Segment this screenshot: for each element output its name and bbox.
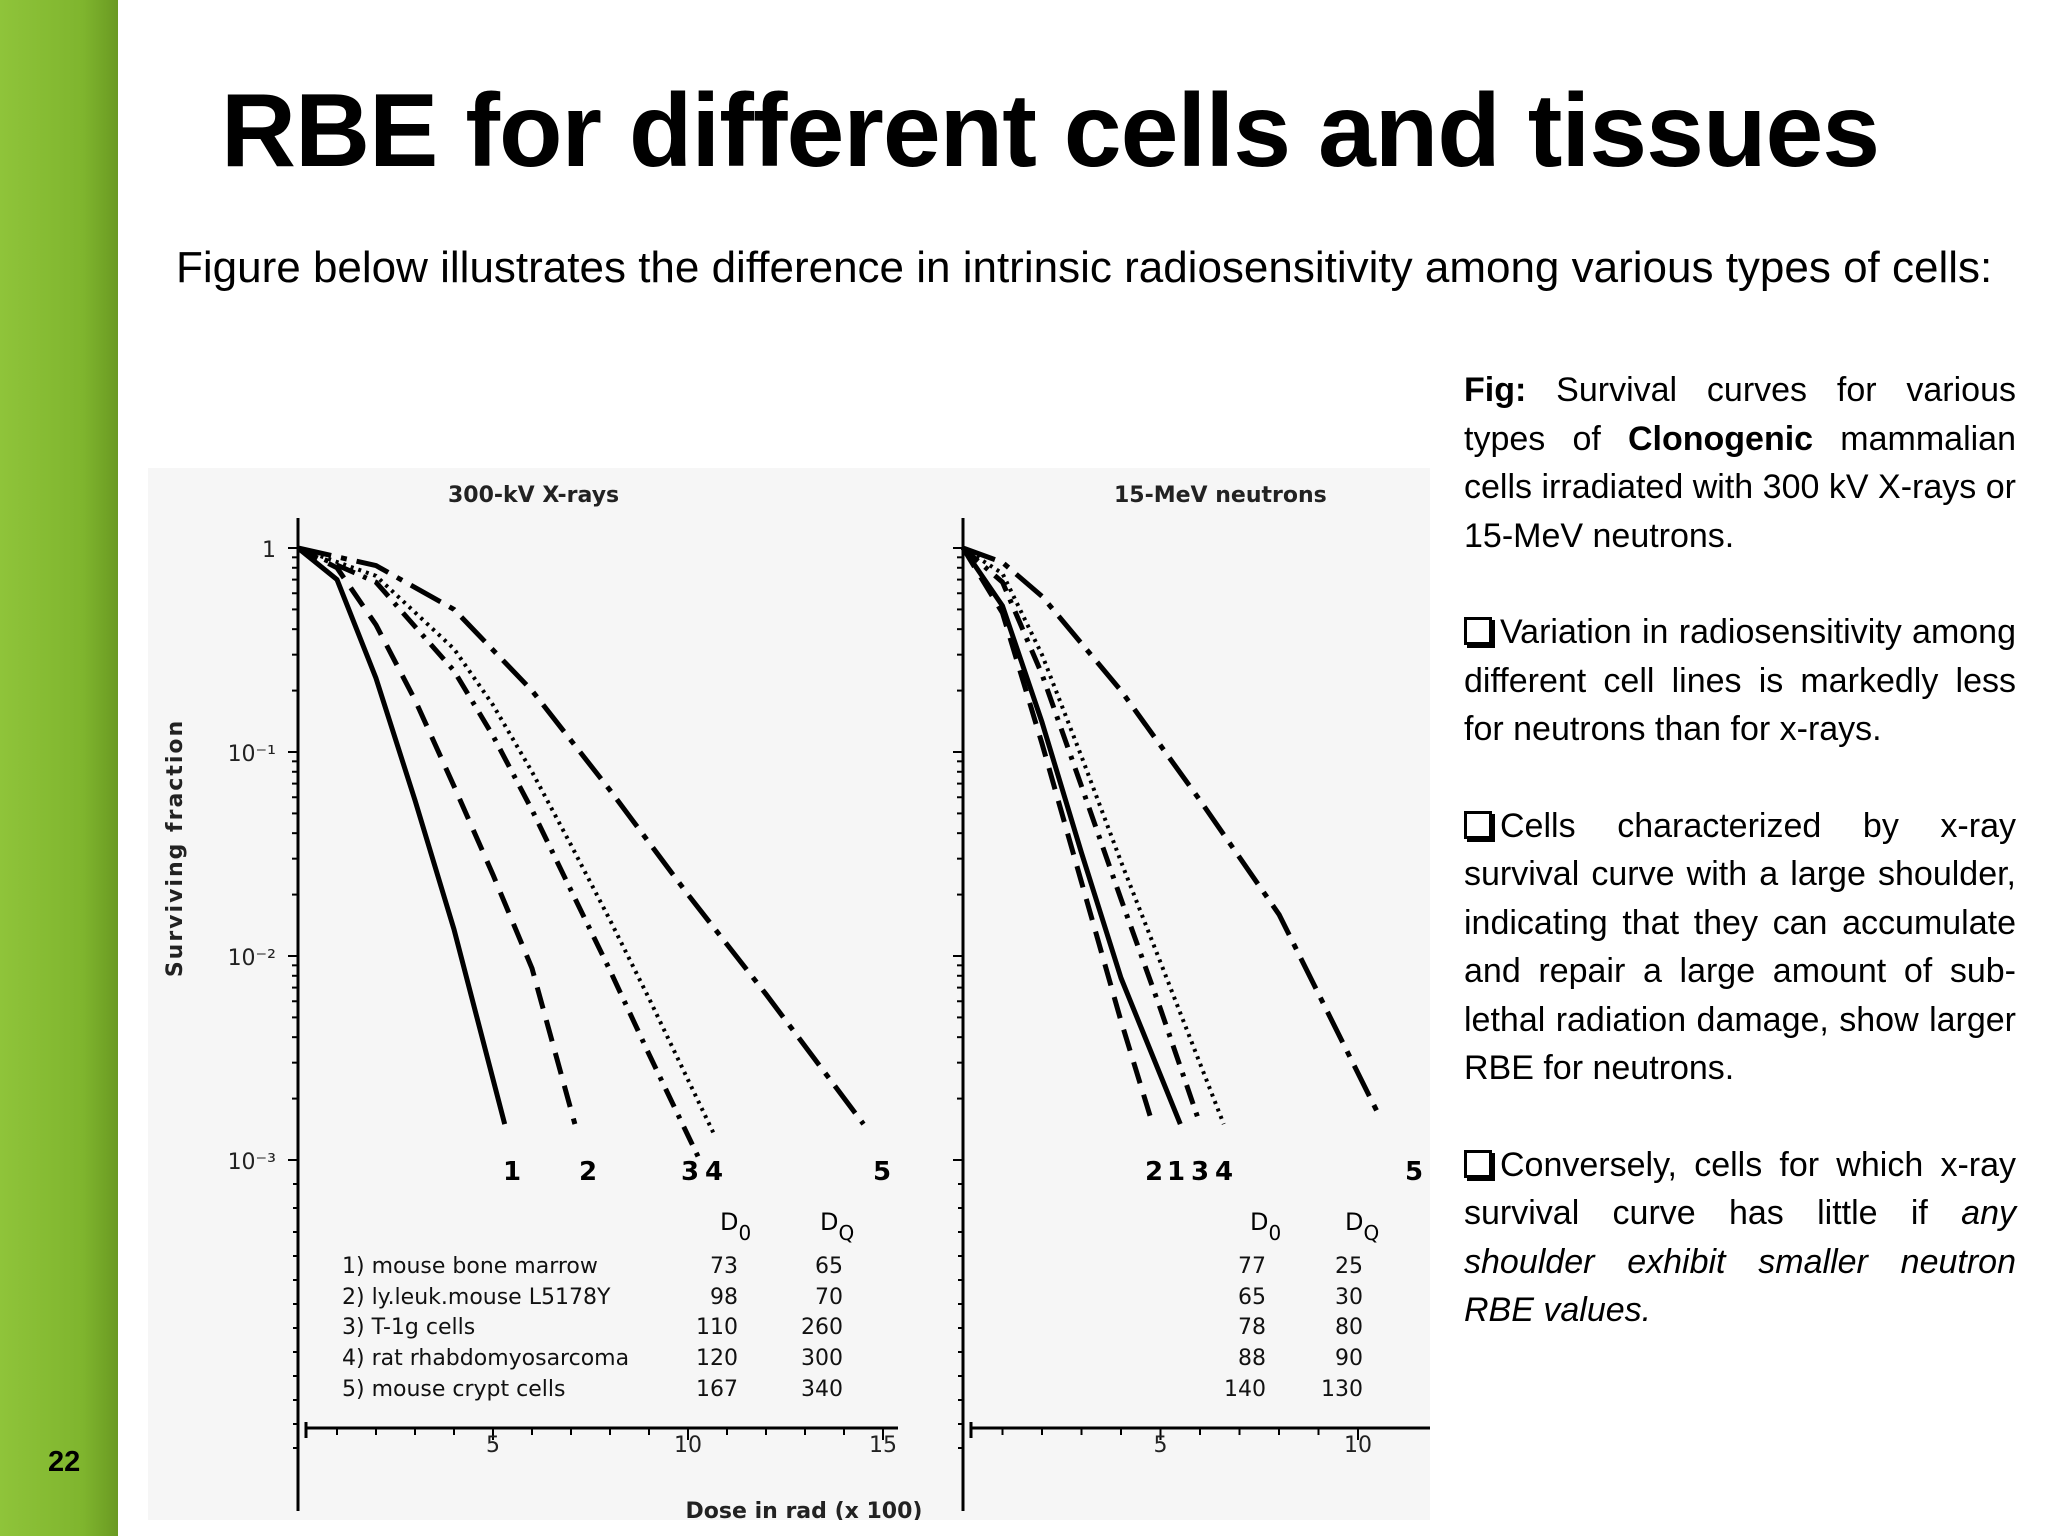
legend-entry: 5) mouse crypt cells [342,1377,565,1402]
legend-header-dq: DQ [1345,1208,1379,1245]
x-tick-label: 15 [869,1433,897,1458]
survival-curve-1 [296,546,508,1125]
figure-caption: Fig: Survival curves for various types o… [1464,366,2016,560]
caption-text-2: mammalian cells irradiated with 300 kV X… [1464,419,2016,555]
legend-d0-value: 140 [1224,1377,1266,1402]
legend-dq-value: 30 [1335,1285,1363,1310]
legend-entry: 2) ly.leuk.mouse L5178Y [342,1285,611,1310]
curve-label: 3 [1191,1157,1209,1187]
legend-dq-value: 300 [801,1346,843,1371]
survival-curve-4 [961,546,1226,1125]
y-tick-label: 10⁻¹ [228,742,276,767]
legend-dq-value: 80 [1335,1315,1363,1340]
legend-dq-value: 130 [1321,1377,1363,1402]
legend-entry: 1) mouse bone marrow [342,1254,598,1279]
curve-label: 5 [873,1157,891,1187]
survival-curve-3 [296,545,702,1162]
x-tick-label: 10 [674,1433,702,1458]
slide-number: 22 [48,1446,81,1478]
chart-title: 15-MeV neutrons [1114,483,1327,508]
legend-d0-value: 88 [1238,1346,1266,1371]
legend-d0-value: 167 [696,1377,738,1402]
survival-curve-2 [960,546,1155,1125]
x-axis-label: Dose in rad (x 100) [686,1499,923,1520]
bullet-1-text: Variation in radiosensitivity among diff… [1464,613,2016,748]
legend-d0-value: 120 [696,1346,738,1371]
legend-header-d0: D0 [720,1208,751,1245]
legend-dq-value: 340 [801,1377,843,1402]
legend-entry: 4) rat rhabdomyosarcoma [342,1346,629,1371]
legend-d0-value: 73 [710,1254,738,1279]
legend-dq-value: 90 [1335,1346,1363,1371]
curve-label: 5 [1405,1157,1423,1187]
bullet-3-italic: any shoulder exhibit smaller neutron RBE… [1464,1194,2016,1329]
bullet-3-text: Conversely, cells for which x-ray surviv… [1464,1145,2016,1233]
caption-text-1: Survival curves for various types of [1464,371,2017,458]
curve-label: 3 [681,1157,699,1187]
checkbox-bullet-icon [1464,1149,1492,1178]
survival-curve-5 [962,545,1381,1115]
legend-d0-value: 110 [696,1315,738,1340]
legend-d0-value: 98 [710,1285,738,1310]
legend-dq-value: 65 [815,1254,843,1279]
checkbox-bullet-icon [1464,617,1492,645]
curve-label: 2 [1145,1157,1163,1187]
legend-d0-value: 65 [1238,1285,1266,1310]
legend-entry: 3) T-1g cells [342,1315,475,1340]
y-tick-label: 10⁻³ [228,1150,276,1175]
y-tick-label: 10⁻² [228,946,276,971]
checkbox-bullet-icon [1464,810,1492,839]
green-sidebar [0,0,118,1536]
curve-label: 4 [1215,1157,1233,1187]
slide-title: RBE for different cells and tissues [220,73,1880,189]
curve-label: 2 [579,1157,597,1187]
survival-curve-3 [961,546,1203,1125]
y-axis-label: Surviving fraction [163,719,188,977]
survival-curve-5 [297,545,866,1126]
y-tick-label: 1 [262,538,276,563]
curve-label: 1 [1167,1157,1185,1187]
survival-curve-1 [960,546,1183,1126]
fig-label: Fig: [1464,371,1527,409]
legend-dq-value: 260 [801,1315,843,1340]
legend-header-dq: DQ [820,1208,854,1245]
bullet-3: Conversely, cells for which x-ray surviv… [1464,1141,2016,1335]
survival-curves-chart: 300-kV X-rays 1 10⁻¹ 10⁻² 10⁻³ Surviving frac… [163,483,1430,1524]
legend-dq-value: 25 [1335,1254,1363,1279]
survival-curves-figure: 300-kV X-rays 1 10⁻¹ 10⁻² 10⁻³ Surviving frac… [148,468,1430,1524]
intro-text: Figure below illustrates the difference … [176,243,1993,292]
legend-dq-value: 70 [815,1285,843,1310]
caption-bold-word: Clonogenic [1627,419,1814,458]
x-tick-label: 5 [1154,1433,1168,1458]
x-tick-label: 10 [1344,1433,1372,1458]
survival-curve-2 [296,545,578,1125]
bullet-2-text: Cells characterized by x-ray survival cu… [1464,806,2016,1088]
legend-header-d0: D0 [1250,1208,1281,1245]
chart-title: 300-kV X-rays [448,483,619,508]
legend-d0-value: 77 [1238,1254,1266,1279]
caption-panel: Fig: Survival curves for various types o… [1464,366,2016,1383]
x-tick-label: 5 [486,1433,500,1458]
curve-label: 1 [503,1157,521,1187]
bullet-2: Cells characterized by x-ray survival cu… [1464,802,2016,1093]
bullet-1: Variation in radiosensitivity among diff… [1464,608,2016,754]
legend-d0-value: 78 [1238,1315,1266,1340]
curve-label: 4 [705,1157,723,1187]
survival-curve-4 [297,546,718,1138]
